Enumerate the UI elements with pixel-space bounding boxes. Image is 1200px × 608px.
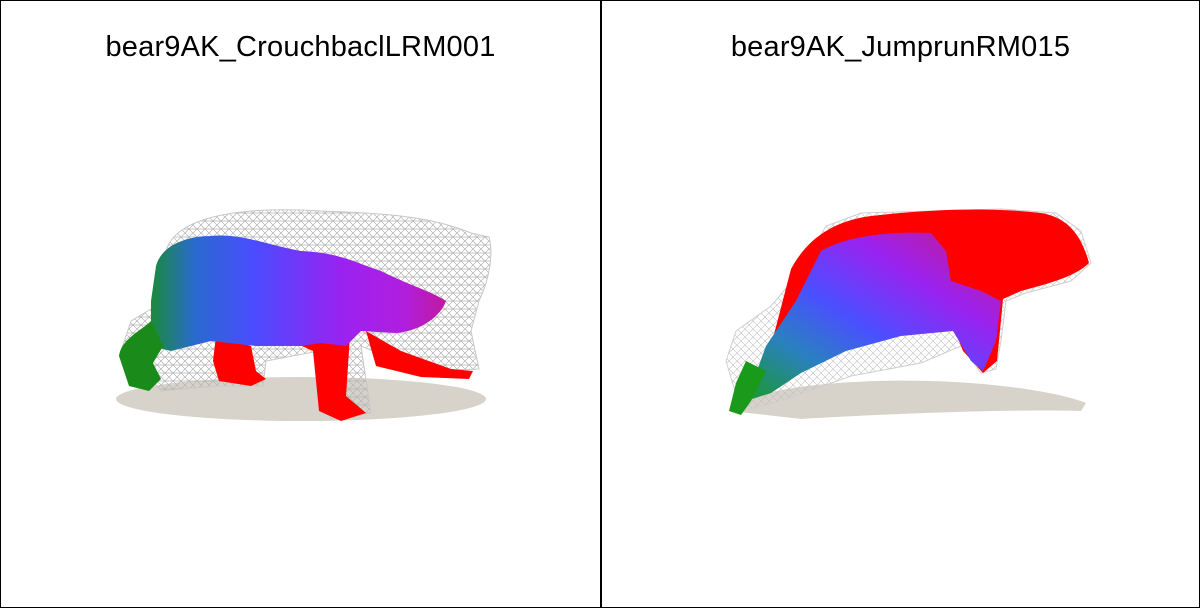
leg-back-red xyxy=(213,336,266,386)
ground-shadow xyxy=(731,380,1086,419)
viewport-left[interactable]: bear9AK_CrouchbaclLRM001 xyxy=(1,1,600,607)
bear-render-left xyxy=(116,209,492,421)
hind-leg-green xyxy=(119,321,163,391)
ground-shadow xyxy=(116,377,486,421)
panel-title-right: bear9AK_JumprunRM015 xyxy=(730,31,1071,63)
body-colored xyxy=(746,232,1001,401)
panel-title-left: bear9AK_CrouchbaclLRM001 xyxy=(105,31,496,63)
viewport-right[interactable]: bear9AK_JumprunRM015 xyxy=(601,1,1200,607)
bear-render-right xyxy=(725,208,1092,419)
body-colored xyxy=(151,235,446,351)
leg-front-red xyxy=(366,331,473,379)
limb-green xyxy=(729,361,766,415)
panel-divider xyxy=(600,1,602,607)
